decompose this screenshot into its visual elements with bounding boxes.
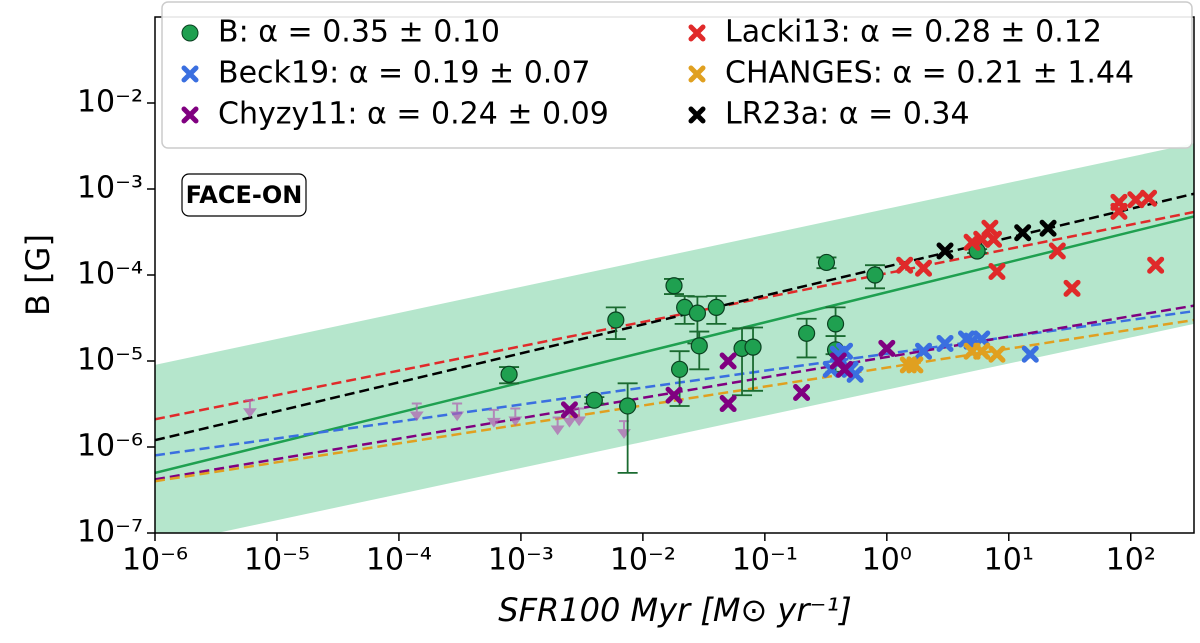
legend-marker (688, 65, 706, 83)
data-point (988, 262, 1006, 280)
legend-label: Chyzy11: α = 0.24 ± 0.09 (218, 97, 609, 132)
data-point (1048, 242, 1066, 260)
data-point (846, 365, 864, 383)
data-point (1147, 256, 1165, 274)
x-tick-label: 10⁻² (610, 543, 676, 578)
data-point (866, 266, 884, 284)
y-tick-label: 10⁻⁵ (77, 343, 143, 378)
data-point (936, 242, 954, 260)
x-tick-label: 10⁻⁶ (122, 543, 188, 578)
legend-label: Lacki13: α = 0.28 ± 0.12 (725, 15, 1102, 50)
upper-limit (409, 402, 424, 422)
x-axis-label: SFR100 Myr [M⊙ yr⁻¹] (498, 591, 851, 629)
x-tick-label: 10⁻⁴ (366, 543, 432, 578)
annotation: FACE-ON (186, 181, 303, 209)
data-point (1063, 279, 1081, 297)
data-point (798, 324, 816, 342)
data-point (619, 397, 637, 415)
legend-marker (181, 65, 199, 83)
data-point (665, 277, 683, 295)
data-point (896, 256, 914, 274)
data-point (719, 395, 737, 413)
data-point (1014, 224, 1032, 242)
data-point (836, 360, 854, 378)
y-tick-label: 10⁻⁷ (77, 515, 143, 550)
x-tick-label: 10⁻¹ (732, 543, 798, 578)
data-point (688, 304, 707, 322)
data-point (670, 360, 689, 378)
x-tick-label: 10² (1106, 543, 1156, 578)
data-point (1110, 193, 1128, 211)
fit-line (155, 210, 1194, 421)
data-point (915, 342, 933, 360)
legend-marker (688, 106, 706, 124)
legend-marker (181, 24, 199, 42)
data-point (560, 401, 578, 419)
x-tick-label: 10⁻⁵ (244, 543, 310, 578)
data-point (1021, 345, 1039, 363)
upper-limit (486, 408, 501, 428)
legend: B: α = 0.35 ± 0.10 Beck19: α = 0.19 ± 0.0… (161, 1, 1193, 149)
data-point (936, 334, 954, 352)
data-point (690, 337, 708, 355)
x-tick-label: 10⁰ (862, 543, 912, 578)
data-point (665, 386, 683, 404)
upper-limit (572, 407, 587, 427)
y-tick-label: 10⁻⁴ (77, 257, 143, 292)
legend-marker (181, 106, 199, 124)
upper-limit (550, 416, 565, 436)
x-tick-label: 10¹ (984, 543, 1034, 578)
y-tick-label: 10⁻² (77, 85, 143, 120)
upper-limit (450, 402, 465, 422)
upper-limit (242, 399, 257, 418)
upper-limit (617, 420, 631, 439)
data-point (1127, 191, 1145, 209)
upper-limit (508, 407, 523, 427)
data-point (915, 259, 933, 277)
y-tick-label: 10⁻³ (77, 171, 143, 206)
y-axis-label: B [G] (19, 234, 57, 316)
data-point (793, 384, 811, 402)
error-bar (743, 326, 764, 392)
data-point (988, 345, 1006, 363)
y-tick-label: 10⁻⁶ (77, 429, 143, 464)
data-point (744, 338, 762, 356)
data-point (878, 339, 896, 357)
fit-line (155, 318, 1194, 483)
data-point (817, 253, 836, 272)
legend-label: CHANGES: α = 0.21 ± 1.44 (725, 56, 1134, 91)
error-bar (669, 350, 690, 407)
data-point (985, 230, 1003, 248)
legend-label: B: α = 0.35 ± 0.10 (218, 15, 500, 50)
data-point (707, 298, 725, 317)
data-point (836, 342, 854, 360)
x-tick-label: 10⁻³ (488, 543, 554, 578)
data-point (607, 311, 625, 329)
data-point (973, 342, 991, 360)
data-point (585, 391, 603, 409)
data-point (1140, 189, 1158, 207)
data-point (1039, 219, 1057, 237)
legend-label: LR23a: α = 0.34 (725, 97, 970, 132)
data-point (826, 315, 845, 333)
data-point (906, 356, 924, 374)
data-point (719, 352, 737, 370)
legend-label: Beck19: α = 0.19 ± 0.07 (218, 56, 591, 91)
plot-area (155, 143, 1194, 533)
annotation-box (181, 173, 307, 217)
legend-marker (688, 24, 706, 42)
data-point (500, 365, 518, 383)
legend-box (161, 1, 1193, 149)
